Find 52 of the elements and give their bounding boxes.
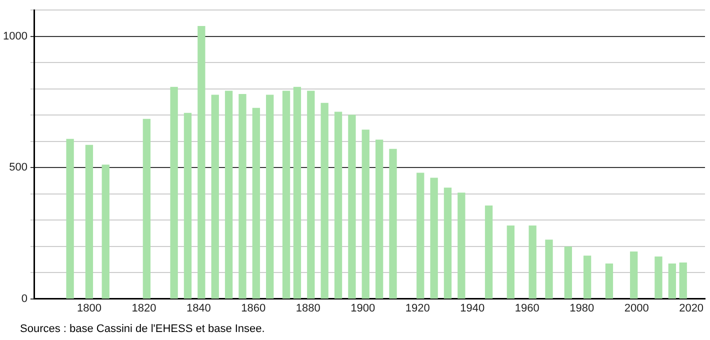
bar: [348, 114, 356, 299]
bar: [184, 112, 192, 299]
bar: [679, 262, 687, 299]
y-tick-label: 0: [21, 292, 28, 305]
bar: [252, 108, 260, 299]
bar: [198, 26, 206, 299]
x-tick-label: 2000: [624, 302, 649, 314]
x-tick-label: 1940: [460, 302, 485, 314]
bar: [654, 256, 662, 299]
bar: [102, 164, 110, 299]
bar: [170, 86, 178, 299]
bar: [211, 94, 219, 299]
bar: [85, 144, 94, 299]
bar: [293, 86, 302, 299]
x-tick-label: 1840: [186, 302, 211, 314]
bar: [282, 90, 290, 299]
x-tick-label: 1860: [241, 302, 266, 314]
x-tick-label: 1920: [405, 302, 430, 314]
bar: [630, 251, 638, 299]
bar: [416, 172, 424, 299]
x-tick-label: 1880: [296, 302, 320, 314]
x-tick-label: 1820: [132, 302, 156, 314]
bar: [307, 90, 315, 299]
bar: [362, 130, 370, 299]
bar: [389, 148, 397, 299]
source-note: Sources : base Cassini de l'EHESS et base Insee.: [20, 323, 265, 335]
bar: [506, 225, 515, 299]
x-tick-label: 1980: [570, 302, 594, 314]
bar: [444, 188, 452, 299]
x-tick-label: 1800: [76, 302, 102, 314]
bar: [583, 256, 592, 299]
bar: [375, 140, 384, 299]
x-tick-label: 1960: [514, 302, 540, 314]
x-tick-label: 1900: [350, 302, 376, 314]
bar: [484, 206, 493, 299]
bar: [266, 94, 274, 299]
bar: [66, 138, 74, 299]
bar: [545, 240, 553, 299]
x-tick-label: 2020: [679, 302, 704, 314]
bar: [320, 102, 328, 299]
bar: [668, 264, 676, 299]
bar: [142, 118, 151, 299]
bar: [238, 94, 246, 299]
bar: [430, 178, 438, 299]
y-tick-label: 1000: [2, 30, 28, 42]
y-tick-label: 500: [9, 162, 28, 174]
bar: [528, 225, 536, 299]
bar: [334, 112, 342, 299]
bar: [564, 246, 572, 299]
bar: [458, 192, 466, 299]
bar: [224, 90, 233, 299]
bar: [605, 264, 614, 299]
